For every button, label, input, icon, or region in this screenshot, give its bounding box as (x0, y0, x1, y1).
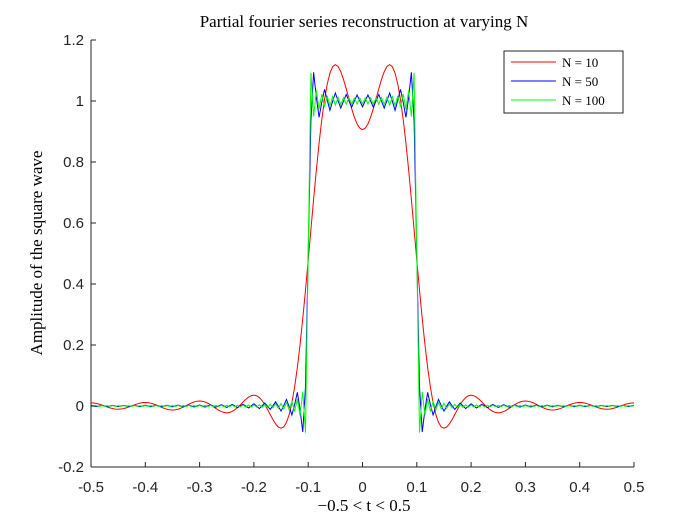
x-tick-label: -0.5 (78, 479, 104, 496)
legend-label: N = 100 (562, 93, 605, 108)
legend: N = 10 N = 50 N = 100 (503, 50, 624, 114)
y-axis-label: Amplitude of the square wave (27, 151, 46, 356)
x-tick-label: -0.3 (187, 479, 213, 496)
x-tick-label: -0.1 (295, 479, 321, 496)
x-tick-label: 0.4 (569, 479, 590, 496)
y-tick-label: 0.6 (63, 215, 84, 232)
series-line-n100 (90, 72, 635, 433)
y-tick-label: 0.4 (63, 276, 84, 293)
legend-label: N = 10 (562, 55, 598, 70)
y-tick-label: 0 (76, 398, 84, 415)
y-tick-label: 1.2 (63, 32, 84, 49)
series-line-n10 (90, 64, 635, 429)
y-tick-label: -0.2 (58, 459, 84, 476)
x-tick-label: -0.2 (241, 479, 267, 496)
x-tick-label: -0.4 (132, 479, 158, 496)
x-tick-label: 0.1 (406, 479, 427, 496)
y-ticks: -0.2 0 0.2 0.4 0.6 0.8 1 1.2 (58, 32, 96, 476)
x-tick-label: 0.5 (624, 479, 645, 496)
x-axis-label: −0.5 < t < 0.5 (318, 496, 411, 515)
y-tick-label: 1 (76, 93, 84, 110)
chart-title: Partial fourier series reconstruction at… (200, 12, 529, 31)
y-tick-label: 0.8 (63, 154, 84, 171)
x-ticks: -0.5 -0.4 -0.3 -0.2 -0.1 0 0.1 0.2 0.3 0.4 0.5 (78, 462, 644, 496)
y-tick-label: 0.2 (63, 337, 84, 354)
x-tick-label: 0.2 (461, 479, 482, 496)
x-tick-label: 0 (358, 479, 366, 496)
series-layer (90, 64, 635, 433)
series-line-n50 (90, 72, 635, 433)
legend-label: N = 50 (562, 74, 598, 89)
legend-box (503, 50, 624, 114)
x-tick-label: 0.3 (515, 479, 536, 496)
